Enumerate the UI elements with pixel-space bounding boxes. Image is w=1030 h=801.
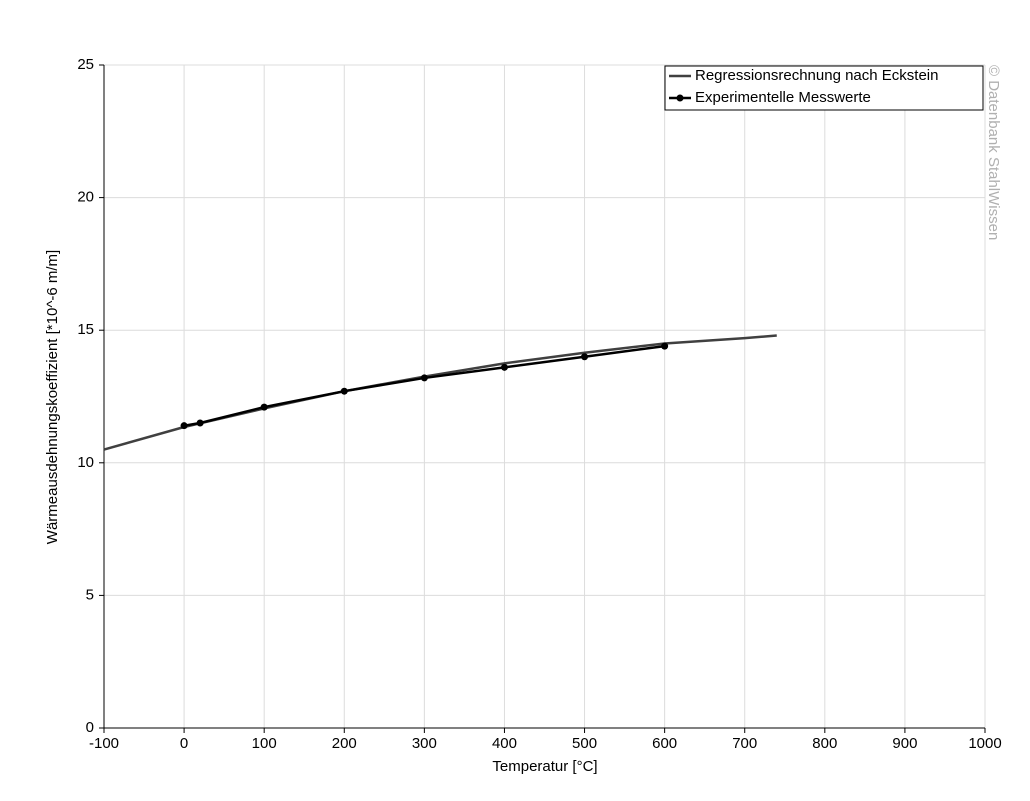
data-point bbox=[661, 342, 669, 350]
x-tick-label: 100 bbox=[252, 735, 277, 752]
y-tick-label: 10 bbox=[77, 454, 94, 471]
data-point bbox=[340, 387, 348, 395]
y-tick-label: 20 bbox=[77, 189, 94, 206]
series-line bbox=[103, 334, 777, 451]
legend-label: Regressionsrechnung nach Eckstein bbox=[695, 67, 938, 84]
x-tick-label: 700 bbox=[732, 735, 757, 752]
x-tick-label: 800 bbox=[812, 735, 837, 752]
x-tick-label: 0 bbox=[180, 735, 188, 752]
y-tick-label: 0 bbox=[86, 719, 94, 736]
x-tick-label: 600 bbox=[652, 735, 677, 752]
x-tick-label: 300 bbox=[412, 735, 437, 752]
data-point bbox=[260, 403, 268, 411]
x-tick-label: 900 bbox=[892, 735, 917, 752]
data-point bbox=[420, 374, 428, 382]
x-tick-label: 500 bbox=[572, 735, 597, 752]
legend-label: Experimentelle Messwerte bbox=[695, 89, 871, 106]
y-tick-label: 15 bbox=[77, 321, 94, 338]
x-axis-label: Temperatur [°C] bbox=[492, 758, 597, 775]
series-line bbox=[183, 344, 665, 427]
watermark: © Datenbank StahlWissen bbox=[985, 65, 1002, 240]
y-tick-label: 25 bbox=[77, 56, 94, 73]
legend-box bbox=[664, 65, 984, 111]
legend-marker bbox=[676, 94, 684, 102]
y-axis-label: Wärmeausdehnungskoeffizient [*10^-6 m/m] bbox=[44, 250, 61, 544]
x-tick-label: 200 bbox=[332, 735, 357, 752]
x-tick-label: -100 bbox=[89, 735, 119, 752]
data-point bbox=[180, 422, 188, 430]
data-point bbox=[581, 353, 589, 361]
x-tick-label: 400 bbox=[492, 735, 517, 752]
y-tick-label: 5 bbox=[86, 586, 94, 603]
x-tick-label: 1000 bbox=[968, 735, 1001, 752]
data-point bbox=[500, 363, 508, 371]
data-point bbox=[196, 419, 204, 427]
